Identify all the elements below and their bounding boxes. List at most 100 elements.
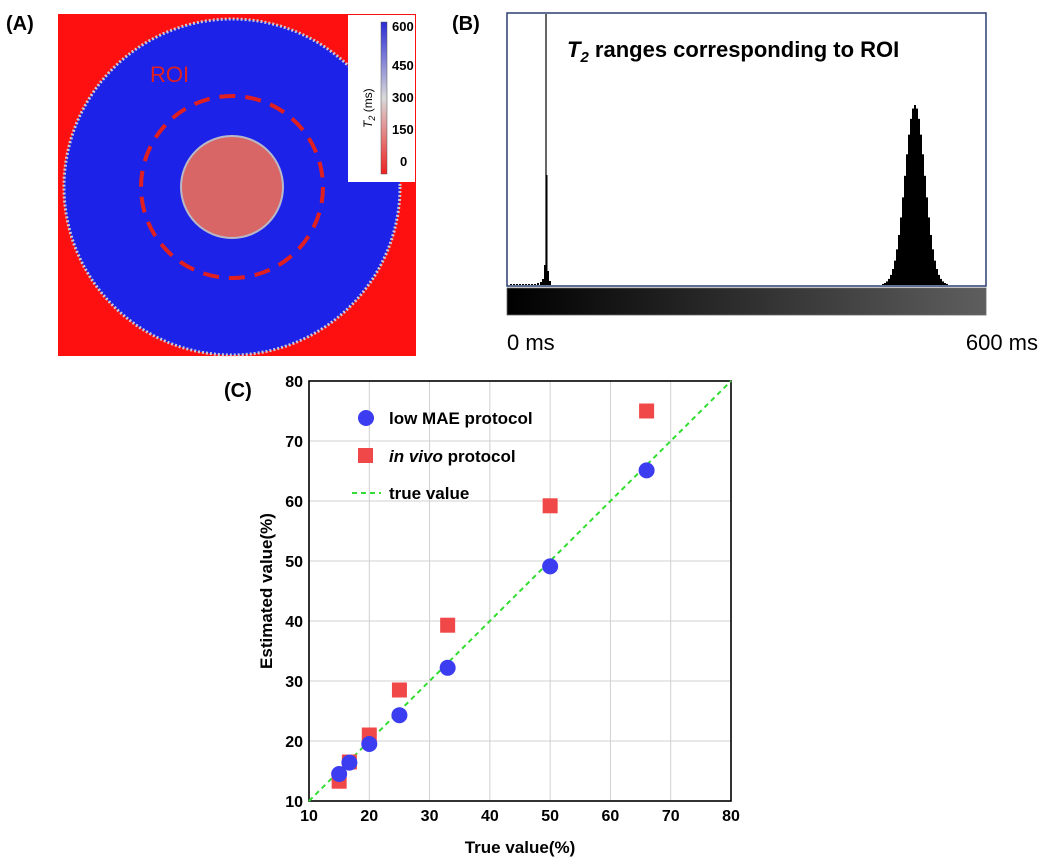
histogram-bar bbox=[888, 278, 890, 285]
in-vivo-point bbox=[440, 617, 456, 633]
histogram-bar bbox=[540, 282, 542, 285]
panel-b-label: (B) bbox=[452, 13, 480, 35]
histogram-bar bbox=[936, 268, 938, 285]
histogram-bar bbox=[928, 217, 930, 285]
plot-frame bbox=[308, 380, 732, 802]
histogram-bar bbox=[534, 284, 536, 285]
legend-label-in-vivo-italic: in vivo bbox=[389, 447, 443, 466]
panel-c: (C) 10 20 30 40 50 60 70 80 10 20 30 40 50 60 70 80 Tru… bbox=[224, 374, 740, 857]
x-tick-label: 60 bbox=[602, 808, 620, 825]
histogram-bar bbox=[890, 274, 892, 285]
colorbar-tick: 0 bbox=[400, 154, 407, 169]
legend-label-true-value: true value bbox=[389, 484, 469, 503]
x-tick-label: 40 bbox=[481, 808, 499, 825]
in-vivo-point bbox=[542, 498, 558, 514]
histogram-bar bbox=[922, 154, 924, 285]
histogram-bar bbox=[892, 268, 894, 285]
low-mae-point bbox=[361, 736, 378, 752]
colorbar-tick: 300 bbox=[392, 90, 414, 105]
histogram-bar bbox=[544, 265, 546, 285]
panel-b: T2 ranges corresponding to ROI 0 ms 600 … bbox=[452, 12, 1038, 355]
legend-label-low-mae: low MAE protocol bbox=[389, 409, 533, 428]
histogram-bar bbox=[916, 108, 918, 285]
histogram-bar bbox=[525, 284, 527, 285]
y-tick-label: 80 bbox=[285, 374, 303, 391]
x-tick-label: 20 bbox=[360, 808, 378, 825]
colorbar-tick: 150 bbox=[392, 122, 414, 137]
histogram-bar bbox=[910, 118, 912, 286]
histogram-title-rest: ranges corresponding to ROI bbox=[589, 37, 899, 62]
histogram-bar bbox=[930, 234, 932, 285]
roi-label: ROI bbox=[150, 62, 189, 87]
t2-scale-bar bbox=[506, 287, 987, 316]
histogram-bar bbox=[908, 134, 910, 285]
y-tick-label: 60 bbox=[285, 494, 303, 511]
panel-c-label: (C) bbox=[224, 380, 252, 402]
histogram-bar bbox=[904, 175, 906, 285]
histogram-bar bbox=[528, 284, 530, 285]
low-mae-point bbox=[391, 707, 408, 724]
x-tick-label: 10 bbox=[300, 808, 318, 825]
scale-min-label: 0 ms bbox=[507, 330, 555, 355]
y-tick-label: 40 bbox=[285, 614, 303, 631]
histogram-bar bbox=[531, 284, 533, 285]
histogram-bar bbox=[938, 274, 940, 285]
histogram-bar bbox=[944, 283, 946, 285]
x-tick-label: 80 bbox=[722, 808, 740, 825]
histogram-bar bbox=[920, 134, 922, 285]
histogram-title-t: T bbox=[567, 37, 582, 62]
true-value-line bbox=[308, 380, 732, 802]
histogram-bar bbox=[934, 260, 936, 285]
histogram-bar bbox=[906, 154, 908, 285]
legend-label-in-vivo-rest: protocol bbox=[443, 447, 516, 466]
histogram-bar bbox=[519, 284, 521, 285]
colorbar-tick: 450 bbox=[392, 58, 414, 73]
x-axis-label: True value(%) bbox=[465, 838, 576, 857]
histogram-bar bbox=[898, 234, 900, 285]
histogram-bar bbox=[542, 279, 544, 285]
y-tick-label: 70 bbox=[285, 434, 303, 451]
colorbar-title: T2 (ms) bbox=[361, 88, 377, 128]
y-tick-label: 10 bbox=[285, 794, 303, 811]
colorbar-gradient bbox=[380, 21, 388, 175]
panel-a-label: (A) bbox=[6, 13, 34, 35]
histogram-bar bbox=[912, 108, 914, 285]
histogram-bar bbox=[547, 271, 549, 285]
x-tick-label: 70 bbox=[662, 808, 680, 825]
y-axis-label: Estimated value(%) bbox=[257, 513, 276, 669]
t2-map-center bbox=[180, 135, 284, 239]
colorbar-title-t: T bbox=[361, 119, 375, 128]
colorbar-title-sub: 2 bbox=[367, 116, 377, 122]
histogram-bar bbox=[522, 284, 524, 285]
panel-a: ROI T2 (ms) 600 450 300 150 0 (A) bbox=[6, 13, 416, 357]
histogram-bar bbox=[940, 278, 942, 285]
x-tick-label: 30 bbox=[421, 808, 439, 825]
histogram-bar bbox=[537, 284, 539, 285]
histogram-bar bbox=[510, 284, 512, 285]
histogram-bar bbox=[946, 283, 948, 285]
y-tick-label: 20 bbox=[285, 734, 303, 751]
legend-marker-low-mae bbox=[358, 410, 374, 426]
axis-ticks: 10 20 30 40 50 60 70 80 10 20 30 40 50 60 70 80 bbox=[285, 374, 740, 825]
histogram bbox=[510, 105, 948, 286]
histogram-bar bbox=[902, 197, 904, 285]
histogram-bar bbox=[942, 281, 944, 285]
histogram-bar bbox=[894, 260, 896, 285]
low-mae-point bbox=[341, 754, 358, 771]
histogram-bar bbox=[900, 217, 902, 285]
y-tick-label: 50 bbox=[285, 554, 303, 571]
histogram-bar bbox=[884, 283, 886, 285]
roi-circle bbox=[139, 94, 325, 280]
low-mae-point bbox=[638, 462, 655, 479]
histogram-bar bbox=[924, 175, 926, 285]
histogram-bar bbox=[932, 249, 934, 285]
histogram-bar bbox=[882, 283, 884, 285]
x-tick-label: 50 bbox=[541, 808, 559, 825]
in-vivo-point bbox=[639, 403, 655, 419]
scale-max-label: 600 ms bbox=[966, 330, 1038, 355]
legend: low MAE protocol in vivo protocol true v… bbox=[352, 409, 533, 503]
colorbar-tick: 600 bbox=[392, 19, 414, 34]
data-marks bbox=[308, 380, 732, 802]
colorbar-title-unit: (ms) bbox=[361, 88, 375, 115]
